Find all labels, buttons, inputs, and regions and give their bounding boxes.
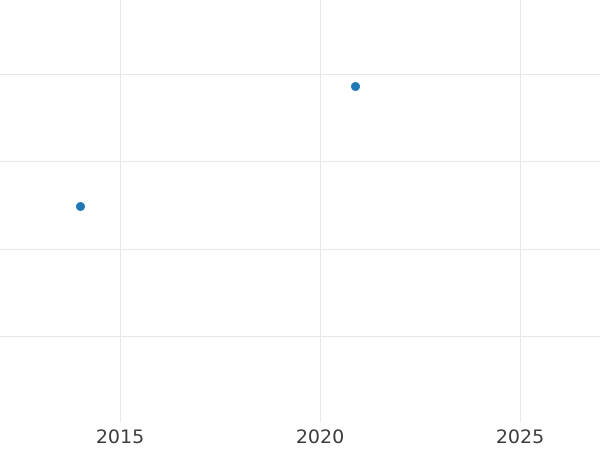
gridline-horizontal	[0, 249, 600, 250]
gridline-horizontal	[0, 161, 600, 162]
data-point	[75, 201, 85, 211]
x-tick-label: 2025	[495, 426, 545, 448]
gridline-horizontal	[0, 74, 600, 75]
gridline-vertical	[120, 0, 121, 422]
data-point	[350, 81, 360, 91]
x-tick-label: 2020	[295, 426, 345, 448]
gridline-horizontal	[0, 336, 600, 337]
gridline-vertical	[520, 0, 521, 422]
x-tick-label: 2015	[95, 426, 145, 448]
gridline-vertical	[320, 0, 321, 422]
